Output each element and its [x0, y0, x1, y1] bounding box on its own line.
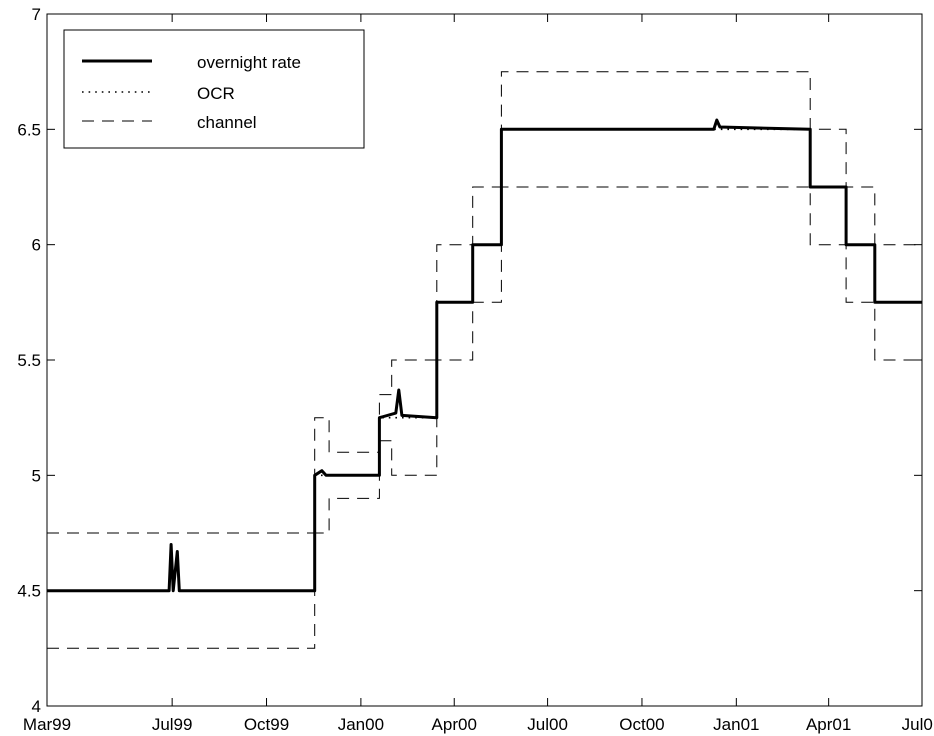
y-tick-label: 7 — [32, 5, 41, 24]
y-tick-label: 5.5 — [17, 351, 41, 370]
channel-series — [47, 71, 922, 649]
x-tick-label: Apr00 — [432, 715, 477, 734]
legend-box — [63, 29, 365, 149]
y-tick-label: 6 — [32, 236, 41, 255]
ocr-series — [47, 128, 922, 592]
x-tick-label: Jul99 — [152, 715, 193, 734]
x-axis: Mar99 Jul99 Oct99 Jan00 Apr00 Jul00 Oct00 Jan01… — [23, 14, 934, 734]
legend: overnight rate OCR channel — [63, 29, 365, 149]
channel-upper-line — [47, 71, 922, 534]
x-tick-label: Oct00 — [619, 715, 664, 734]
x-tick-label: Jul01 — [902, 715, 934, 734]
x-tick-label: Apr01 — [806, 715, 851, 734]
legend-label-overnight-rate: overnight rate — [197, 53, 301, 72]
overnight-rate-line — [47, 118, 922, 593]
x-tick-label: Jan01 — [713, 715, 759, 734]
overnight-rate-series — [47, 118, 922, 593]
channel-lower-line — [47, 186, 922, 649]
legend-label-ocr: OCR — [197, 84, 235, 103]
y-tick-label: 6.5 — [17, 120, 41, 139]
ocr-line — [47, 128, 922, 592]
x-tick-label: Jan00 — [338, 715, 384, 734]
x-tick-label: Jul00 — [527, 715, 568, 734]
y-tick-label: 4 — [32, 697, 41, 716]
y-tick-label: 4.5 — [17, 582, 41, 601]
x-tick-label: Mar99 — [23, 715, 71, 734]
y-axis: 4 4.5 5 5.5 6 6.5 7 — [17, 5, 922, 716]
x-tick-label: Oct99 — [244, 715, 289, 734]
y-tick-label: 5 — [32, 466, 41, 485]
legend-label-channel: channel — [197, 113, 257, 132]
